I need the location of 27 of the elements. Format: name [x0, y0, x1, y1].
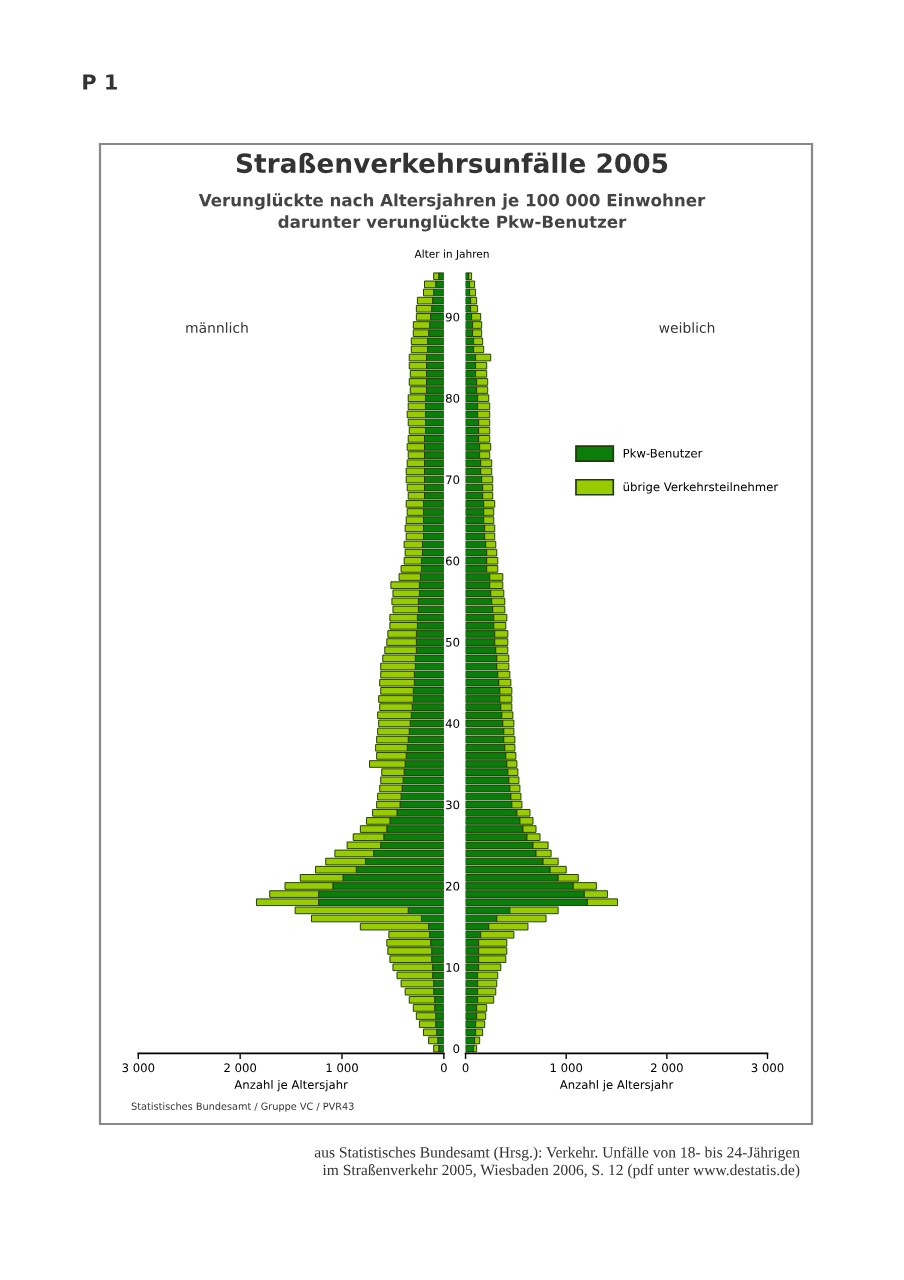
- chart-title: Straßenverkehrsunfälle 2005: [236, 152, 668, 174]
- bar: [424, 280, 437, 289]
- bar: [470, 304, 479, 313]
- bar: [465, 1012, 478, 1020]
- bar: [470, 296, 478, 305]
- bar: [433, 1044, 440, 1053]
- bar: [465, 1020, 477, 1028]
- bar: [465, 1028, 477, 1037]
- bar: [428, 1036, 439, 1045]
- chart-subtitle: Verunglückte nach Altersjahren je 100 000 Einwohner darunter verunglückte Pkw-Benutzer: [198, 193, 706, 232]
- bar: [415, 1012, 437, 1020]
- bar: [408, 995, 436, 1004]
- bar: [423, 1028, 438, 1037]
- text: P 1: [83, 74, 117, 90]
- bar: [418, 1020, 437, 1028]
- bar: [472, 321, 483, 329]
- bar: [404, 987, 435, 996]
- bar: [474, 1036, 481, 1045]
- bar: [473, 345, 485, 354]
- bar: [473, 337, 484, 346]
- bar: [471, 313, 482, 321]
- bar: [400, 979, 435, 988]
- bar: [412, 1004, 436, 1012]
- bar: [469, 280, 476, 289]
- bar: [423, 288, 435, 297]
- bar: [472, 329, 483, 337]
- bar: [469, 288, 477, 297]
